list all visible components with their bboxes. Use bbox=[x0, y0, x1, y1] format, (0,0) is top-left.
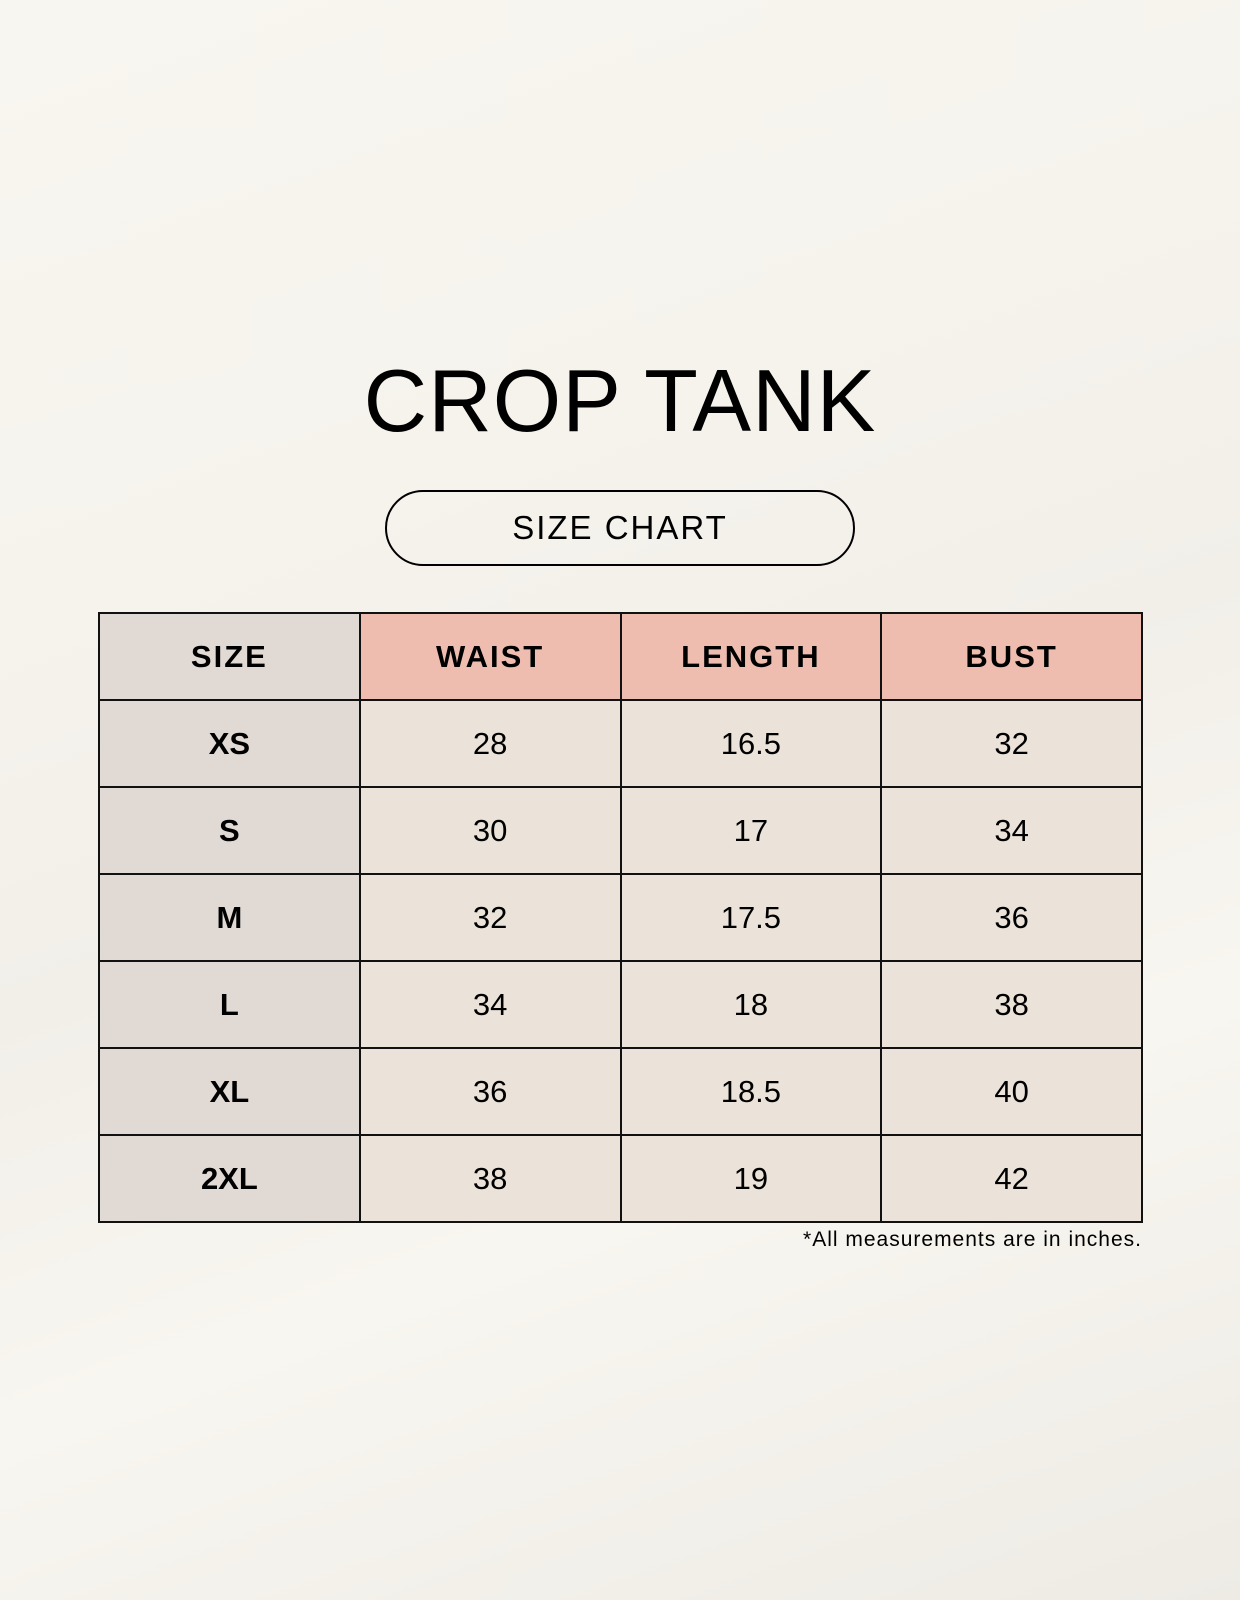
cell-bust: 40 bbox=[880, 1047, 1143, 1136]
cell-bust: 42 bbox=[880, 1134, 1143, 1223]
cell-waist: 28 bbox=[358, 699, 622, 788]
cell-bust: 38 bbox=[880, 960, 1143, 1049]
cell-bust: 32 bbox=[880, 699, 1143, 788]
cell-waist: 32 bbox=[358, 873, 622, 962]
cell-length: 18.5 bbox=[619, 1047, 883, 1136]
subtitle-badge: SIZE CHART bbox=[385, 490, 855, 566]
cell-size: XL bbox=[98, 1047, 361, 1136]
cell-size: M bbox=[98, 873, 361, 962]
cell-size: XS bbox=[98, 699, 361, 788]
cell-bust: 36 bbox=[880, 873, 1143, 962]
cell-size: L bbox=[98, 960, 361, 1049]
table-row: L 34 18 38 bbox=[98, 960, 1143, 1049]
cell-length: 18 bbox=[619, 960, 883, 1049]
table-row: M 32 17.5 36 bbox=[98, 873, 1143, 962]
table-row: XL 36 18.5 40 bbox=[98, 1047, 1143, 1136]
cell-waist: 30 bbox=[358, 786, 622, 875]
size-chart-table: SIZE WAIST LENGTH BUST XS 28 16.5 32 S 30 17 34… bbox=[98, 612, 1143, 1223]
table-row: XS 28 16.5 32 bbox=[98, 699, 1143, 788]
cell-length: 17 bbox=[619, 786, 883, 875]
header-bust: BUST bbox=[880, 612, 1143, 701]
cell-length: 16.5 bbox=[619, 699, 883, 788]
cell-waist: 34 bbox=[358, 960, 622, 1049]
footnote: *All measurements are in inches. bbox=[803, 1228, 1142, 1251]
header-waist: WAIST bbox=[358, 612, 622, 701]
cell-waist: 38 bbox=[358, 1134, 622, 1223]
cell-size: S bbox=[98, 786, 361, 875]
cell-length: 17.5 bbox=[619, 873, 883, 962]
table-row: 2XL 38 19 42 bbox=[98, 1134, 1143, 1223]
header-size: SIZE bbox=[98, 612, 361, 701]
cell-waist: 36 bbox=[358, 1047, 622, 1136]
page-title: CROP TANK bbox=[363, 351, 877, 450]
cell-bust: 34 bbox=[880, 786, 1143, 875]
table-header-row: SIZE WAIST LENGTH BUST bbox=[98, 612, 1143, 701]
cell-length: 19 bbox=[619, 1134, 883, 1223]
cell-size: 2XL bbox=[98, 1134, 361, 1223]
header-length: LENGTH bbox=[619, 612, 883, 701]
table-row: S 30 17 34 bbox=[98, 786, 1143, 875]
